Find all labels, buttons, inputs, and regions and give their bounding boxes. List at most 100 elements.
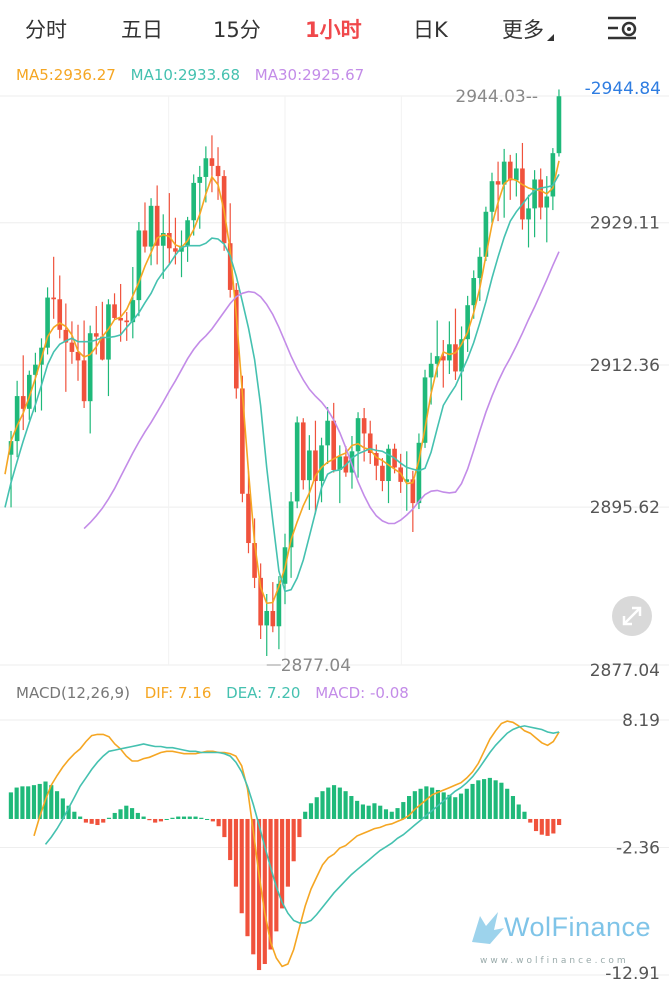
macd-histogram-bar xyxy=(510,796,516,819)
candle-body xyxy=(124,320,130,323)
macd-histogram-bar xyxy=(528,818,533,823)
macd-histogram-bar xyxy=(187,816,192,819)
macd-histogram-bar xyxy=(441,792,446,819)
chart-settings-icon[interactable] xyxy=(602,12,646,46)
period-tab-bar: 分时 五日 15分 1小时 日K 更多 xyxy=(0,0,669,56)
chart-area: 2929.11 2912.36 2895.62 2877.04 2944.03-- 287… xyxy=(0,79,669,984)
candle-body xyxy=(367,433,373,453)
candle-body xyxy=(154,205,160,246)
candle-body xyxy=(495,181,501,185)
tab-daily-k[interactable]: 日K xyxy=(413,18,448,42)
macd-histogram-bar xyxy=(205,818,210,820)
candle-body xyxy=(258,577,263,626)
macd-histogram-bar xyxy=(447,794,452,819)
candle-body xyxy=(160,233,166,246)
tab-15min[interactable]: 15分 xyxy=(213,18,261,42)
macd-histogram-bar xyxy=(37,783,42,819)
macd-histogram-bar xyxy=(147,818,152,821)
legend-ma30: MA30:2925.67 xyxy=(254,66,365,84)
candle-body xyxy=(87,333,93,402)
candle-body xyxy=(112,304,117,318)
candle-body xyxy=(81,360,87,402)
tab-more[interactable]: 更多 xyxy=(502,14,554,44)
ma-legend: MA5:2936.27 MA10:2933.68 MA30:2925.67 xyxy=(16,66,374,84)
macd-histogram-bar xyxy=(545,818,550,836)
macd-histogram-bar xyxy=(493,780,498,819)
y-tick-label: 2895.62 xyxy=(590,498,660,518)
macd-histogram-bar xyxy=(141,816,146,819)
macd-histogram-bar xyxy=(389,811,394,819)
candle-body xyxy=(331,420,337,470)
candle-body xyxy=(209,158,215,166)
candle-body xyxy=(313,450,318,482)
candle-body xyxy=(483,211,489,257)
candle-body xyxy=(447,344,452,361)
candle-body xyxy=(416,442,422,504)
macd-histogram-bar xyxy=(539,818,544,835)
macd-histogram-bar xyxy=(112,812,117,819)
candle-body xyxy=(453,344,458,372)
macd-histogram-bar xyxy=(72,811,77,819)
tab-timeshare[interactable]: 分时 xyxy=(25,18,67,42)
candle-body xyxy=(51,297,56,300)
macd-histogram-bar xyxy=(176,816,181,819)
candle-body xyxy=(57,299,63,330)
macd-histogram-bar xyxy=(297,818,302,838)
candle-body xyxy=(319,445,324,482)
expand-arrows-icon xyxy=(622,606,642,626)
macd-y-tick-label: -2.36 xyxy=(616,839,660,859)
macd-histogram-bar xyxy=(239,818,244,914)
watermark: WolFinance www.wolfinance.com xyxy=(470,908,652,968)
macd-histogram-bar xyxy=(245,818,250,937)
candle-body xyxy=(203,158,209,177)
macd-y-tick-label: 8.19 xyxy=(622,711,660,731)
candle-body xyxy=(26,374,32,409)
macd-histogram-bar xyxy=(101,818,106,823)
macd-histogram-bar xyxy=(378,805,383,819)
candle-body xyxy=(514,168,519,181)
macd-histogram-bar xyxy=(326,787,331,819)
watermark-name: WolFinance xyxy=(504,912,652,942)
macd-histogram-bar xyxy=(383,809,389,819)
tab-1hour[interactable]: 1小时 xyxy=(305,18,362,42)
legend-ma10: MA10:2933.68 xyxy=(130,66,240,84)
macd-histogram-bar xyxy=(216,818,221,827)
legend-macd: MACD: -0.08 xyxy=(315,684,409,702)
candle-body xyxy=(8,441,14,455)
caret-down-icon xyxy=(547,34,554,41)
legend-ma5: MA5:2936.27 xyxy=(16,66,116,84)
macd-histogram-bar xyxy=(60,798,65,819)
candle-body xyxy=(118,317,123,321)
candle-body xyxy=(264,610,270,626)
candle-body xyxy=(526,208,531,220)
macd-legend: MACD(12,26,9) DIF: 7.16 DEA: 7.20 MACD: … xyxy=(16,684,419,702)
macd-histogram-bar xyxy=(424,786,429,819)
candle-body xyxy=(349,451,355,473)
candle-body xyxy=(173,248,178,252)
candle-body xyxy=(240,388,245,494)
macd-histogram-bar xyxy=(314,797,319,819)
macd-histogram-bar xyxy=(453,797,458,819)
candle-body xyxy=(556,96,562,154)
legend-dea: DEA: 7.20 xyxy=(226,684,301,702)
macd-histogram-bar xyxy=(193,816,198,819)
candle-body xyxy=(288,501,294,548)
macd-histogram-bar xyxy=(26,786,31,819)
tab-five-day[interactable]: 五日 xyxy=(121,18,163,42)
high-price-label: 2944.03-- xyxy=(455,87,538,107)
candle-body xyxy=(489,181,495,212)
macd-histogram-bar xyxy=(274,818,279,932)
candle-body xyxy=(459,339,464,372)
candle-body xyxy=(63,329,69,343)
candle-body xyxy=(507,161,513,181)
macd-histogram-bar xyxy=(331,785,337,819)
macd-histogram-bar xyxy=(124,805,129,819)
last-price-label: -2944.84 xyxy=(585,79,661,99)
candle-body xyxy=(252,543,257,578)
candle-body xyxy=(130,300,136,323)
macd-histogram-bar xyxy=(516,804,521,819)
fullscreen-expand-button[interactable] xyxy=(612,596,652,636)
macd-histogram-bar xyxy=(49,785,54,819)
candle-body xyxy=(544,196,550,208)
macd-histogram-bar xyxy=(280,818,285,909)
